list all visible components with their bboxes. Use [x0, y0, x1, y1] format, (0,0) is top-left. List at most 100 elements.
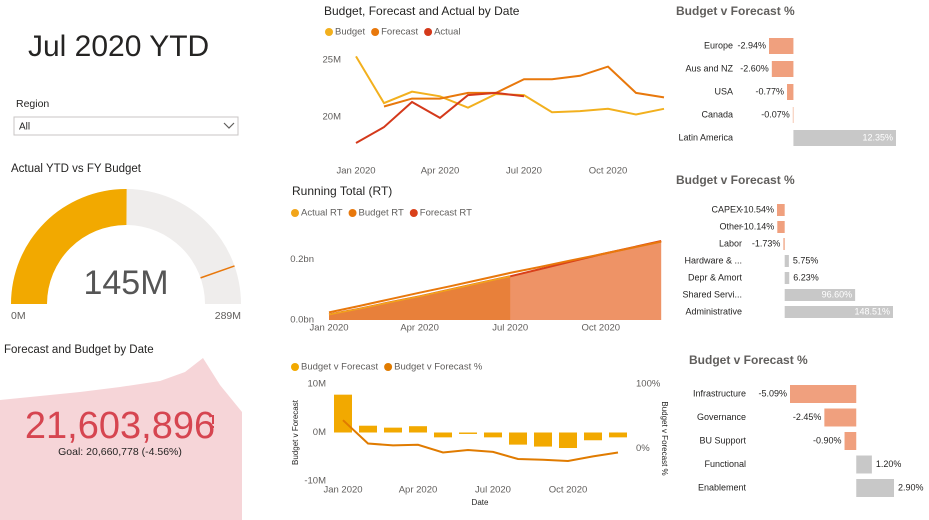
kpi-trend-area [0, 358, 242, 520]
legend-marker [348, 209, 357, 217]
legend-marker [409, 209, 418, 217]
x-tick-label: Jan 2020 [309, 323, 348, 334]
x-tick-label: Apr 2020 [421, 166, 460, 177]
y-tick-label: 0% [636, 443, 650, 454]
series-line [355, 91, 525, 144]
kpi-alert-icon-dot [212, 426, 214, 428]
category-label: Latin America [678, 132, 733, 142]
value-label: 6.23% [793, 272, 819, 282]
gauge-min-label: 0M [11, 310, 26, 322]
legend-marker [384, 363, 393, 371]
y-tick-label: 20M [323, 111, 342, 122]
bar [771, 61, 794, 77]
bar [509, 432, 527, 445]
legend-marker [291, 209, 299, 217]
legend-marker [325, 28, 333, 36]
legend-label: Budget v Forecast [301, 362, 378, 373]
bar [824, 408, 857, 427]
value-label: -0.90% [813, 435, 842, 445]
chart-title: Budget, Forecast and Actual by Date [324, 4, 520, 18]
series-line [383, 65, 665, 108]
x-tick-label: Jul 2020 [506, 166, 542, 177]
bar [784, 272, 790, 284]
category-label: Functional [704, 459, 746, 469]
category-label: Other [719, 221, 742, 231]
bar [409, 426, 427, 433]
x-tick-label: Jul 2020 [492, 323, 528, 334]
value-label: 2.90% [898, 482, 924, 492]
bar [787, 84, 794, 100]
value-label: 5.75% [793, 255, 819, 265]
category-label: Aus and NZ [685, 63, 733, 73]
dropdown-chevron[interactable] [223, 122, 235, 129]
bar [609, 432, 627, 438]
kpi-alert-icon [212, 415, 214, 424]
value-label: -10.54% [740, 204, 774, 214]
value-label: -1.73% [752, 238, 781, 248]
bar [790, 385, 857, 403]
category-label: USA [714, 86, 733, 96]
bar [484, 432, 502, 438]
slicer-dropdown[interactable] [13, 116, 239, 136]
legend-marker [371, 28, 380, 36]
legend-marker [291, 363, 299, 371]
bar [784, 306, 893, 318]
category-label: Administrative [685, 306, 742, 316]
bar [534, 432, 552, 447]
value-label: 148.51% [854, 306, 890, 316]
category-label: CAPEX [711, 204, 742, 214]
y-tick-label: -10M [304, 476, 326, 487]
category-label: BU Support [699, 435, 746, 445]
bar [777, 204, 785, 216]
series-line [328, 240, 662, 314]
x-tick-label: Apr 2020 [399, 485, 438, 496]
slicer-label: Region [16, 98, 49, 110]
y-tick-label: 0.0bn [290, 315, 314, 326]
x-tick-label: Oct 2020 [549, 485, 588, 496]
bar [384, 427, 402, 433]
bar [783, 238, 785, 250]
chart-title: Budget v Forecast % [676, 4, 795, 18]
x-axis-title: Date [472, 498, 489, 507]
category-label: Europe [704, 40, 733, 50]
kpi-value: 21,603,896 [25, 405, 215, 447]
bar [769, 38, 794, 54]
value-label: 12.35% [862, 132, 893, 142]
bar [359, 425, 377, 433]
legend-label: Actual RT [301, 208, 343, 219]
bar [784, 255, 789, 267]
series-line [342, 419, 619, 463]
category-label: Governance [697, 412, 746, 422]
series-line [328, 275, 511, 316]
category-label: Enablement [698, 482, 747, 492]
gauge-max-label: 289M [215, 310, 241, 322]
kpi-title: Forecast and Budget by Date [4, 344, 154, 356]
value-label: -0.77% [755, 86, 784, 96]
x-tick-label: Jan 2020 [336, 166, 375, 177]
category-label: Infrastructure [693, 388, 746, 398]
kpi-goal: Goal: 20,660,778 (-4.56%) [58, 446, 182, 458]
gauge-target [200, 265, 235, 279]
x-tick-label: Oct 2020 [582, 323, 621, 334]
category-label: Shared Servi... [682, 289, 742, 299]
value-label: -5.09% [758, 388, 787, 398]
chart-title: Running Total (RT) [292, 184, 392, 198]
legend-label: Budget RT [359, 208, 404, 219]
page-title: Jul 2020 YTD [28, 30, 209, 63]
gauge-title: Actual YTD vs FY Budget [11, 163, 142, 175]
value-label: 1.20% [876, 459, 902, 469]
x-tick-label: Oct 2020 [589, 166, 628, 177]
legend-label: Actual [434, 27, 460, 38]
x-tick-label: Jan 2020 [323, 485, 362, 496]
bar [784, 289, 856, 301]
bar [459, 432, 477, 434]
y-axis-title: Budget v Forecast [291, 399, 300, 465]
slicer-value: All [19, 122, 30, 133]
bar [792, 107, 794, 123]
category-label: Depr & Amort [688, 272, 743, 282]
value-label: -2.45% [793, 412, 822, 422]
bar [434, 432, 452, 438]
value-label: -2.94% [737, 40, 766, 50]
x-tick-label: Jul 2020 [475, 485, 511, 496]
